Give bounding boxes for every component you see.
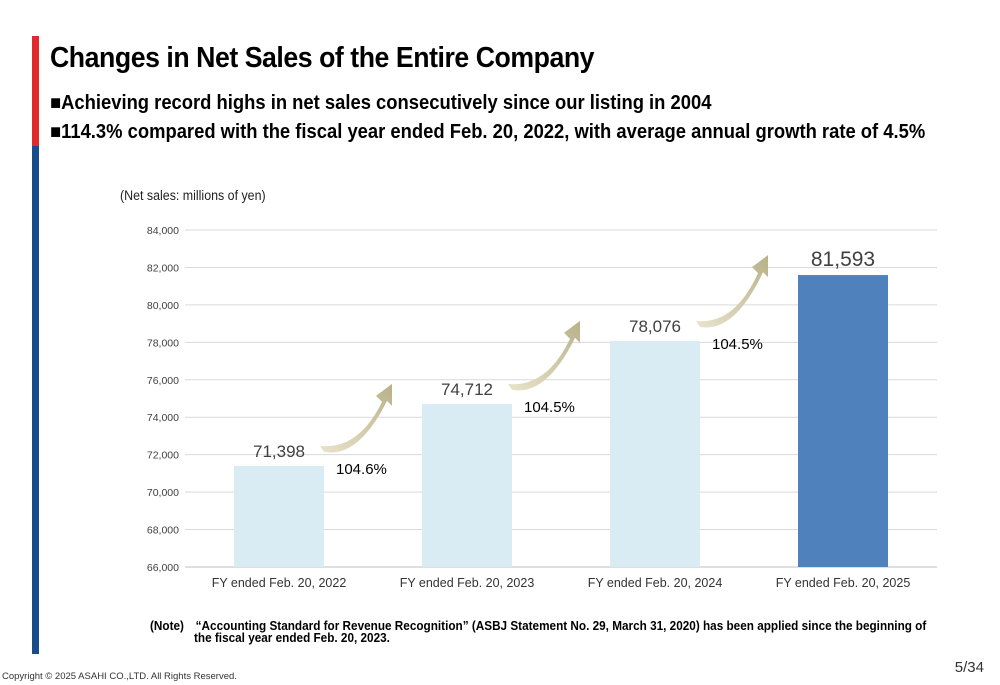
y-tick-label: 84,000 — [147, 225, 179, 237]
y-tick-label: 74,000 — [147, 412, 179, 424]
bullet-record-highs: ■Achieving record highs in net sales con… — [50, 92, 712, 114]
bar-value-label: 71,398 — [253, 442, 305, 461]
y-tick-label: 78,000 — [147, 337, 179, 349]
note-line-2: the fiscal year ended Feb. 20, 2023. — [194, 631, 390, 645]
growth-rate-label: 104.5% — [524, 399, 575, 416]
y-tick-label: 72,000 — [147, 450, 179, 462]
copyright: Copyright © 2025 ASAHI CO.,LTD. All Righ… — [2, 671, 237, 682]
bar-value-label: 74,712 — [441, 380, 493, 399]
growth-arrow — [696, 255, 768, 328]
x-tick-label: FY ended Feb. 20, 2022 — [212, 576, 347, 590]
x-tick-label: FY ended Feb. 20, 2023 — [400, 576, 535, 590]
y-tick-label: 76,000 — [147, 375, 179, 387]
page-number: 5/34 — [954, 659, 984, 676]
bar — [234, 465, 324, 567]
bar — [610, 340, 700, 567]
y-tick-label: 80,000 — [147, 300, 179, 312]
y-tick-label: 68,000 — [147, 525, 179, 537]
bar-value-label: 78,076 — [629, 317, 681, 336]
accent-bar-blue — [32, 146, 39, 654]
growth-arrow — [508, 320, 580, 391]
y-tick-label: 66,000 — [147, 562, 179, 574]
bar — [798, 275, 888, 567]
page-title: Changes in Net Sales of the Entire Compa… — [50, 42, 595, 74]
y-tick-label: 82,000 — [147, 262, 179, 274]
bullet-growth-rate: ■114.3% compared with the fiscal year en… — [50, 121, 926, 143]
growth-rate-label: 104.6% — [336, 461, 387, 478]
chart-unit-label: (Net sales: millions of yen) — [120, 188, 266, 203]
bar — [422, 403, 512, 567]
y-tick-label: 70,000 — [147, 487, 179, 499]
x-tick-label: FY ended Feb. 20, 2024 — [588, 576, 723, 590]
x-tick-label: FY ended Feb. 20, 2025 — [776, 576, 911, 590]
note-line-1: (Note) “Accounting Standard for Revenue … — [150, 619, 927, 633]
bar-value-label: 81,593 — [811, 248, 875, 271]
growth-rate-label: 104.5% — [712, 336, 763, 353]
growth-arrow — [320, 383, 392, 453]
accent-bar-red — [32, 36, 39, 146]
